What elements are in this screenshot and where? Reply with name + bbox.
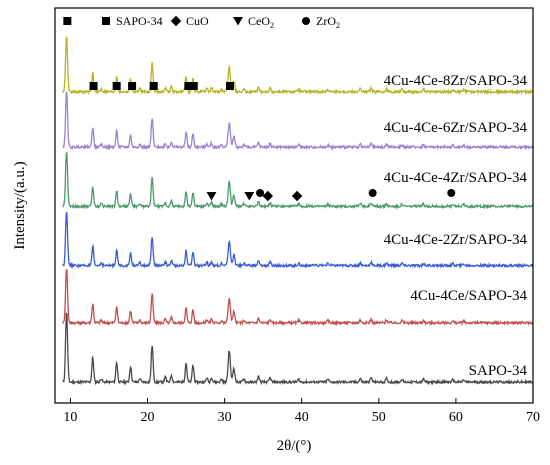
- y-axis-label: Intensity/(a.u.): [12, 161, 28, 249]
- legend-symbol-circle: [302, 17, 310, 25]
- x-tick-label: 40: [295, 410, 309, 425]
- peak-marker-square: [189, 82, 198, 90]
- x-tick-label: 30: [218, 410, 232, 425]
- series-line-4: [62, 151, 534, 210]
- peak-marker-square: [112, 82, 121, 90]
- peak-marker-square: [184, 82, 193, 90]
- peak-marker-diamond: [291, 190, 303, 202]
- legend-label: CeO2: [248, 14, 274, 30]
- legend-label: CuO: [186, 14, 209, 28]
- legend-label: ZrO2: [316, 14, 340, 30]
- series-line-3: [62, 212, 534, 269]
- x-tick-label: 60: [449, 410, 463, 425]
- x-axis-label: 2θ/(°): [277, 438, 312, 454]
- peak-marker-circle: [256, 189, 265, 197]
- series-label-3: 4Cu-4Ce-2Zr/SAPO-34: [384, 232, 528, 248]
- peak-marker-circle: [368, 189, 377, 197]
- legend-label: SAPO-34: [116, 14, 163, 28]
- peak-marker-diamond: [262, 190, 273, 202]
- series-label-4: 4Cu-4Ce-4Zr/SAPO-34: [384, 170, 528, 186]
- series-line-6: [62, 36, 534, 96]
- x-tick-label: 10: [63, 410, 77, 425]
- x-tick-label: 70: [526, 410, 540, 425]
- sapo-peak-square-marker: [63, 17, 72, 25]
- legend-symbol-triangle-down: [233, 17, 243, 26]
- legend-symbol-diamond: [170, 15, 182, 27]
- series-label-2: 4Cu-4Ce/SAPO-34: [410, 288, 527, 304]
- peak-marker-square: [226, 82, 235, 90]
- legend-symbol-square: [102, 17, 110, 25]
- series-label-5: 4Cu-4Ce-6Zr/SAPO-34: [384, 120, 528, 136]
- series-line-1: [62, 312, 534, 386]
- peak-marker-square: [128, 82, 137, 90]
- peak-marker-square: [89, 82, 98, 90]
- plot-frame: [54, 7, 534, 404]
- peak-marker-triangle-down: [244, 192, 255, 201]
- series-line-2: [62, 269, 534, 327]
- x-tick-label: 20: [141, 410, 155, 425]
- peak-marker-triangle-down: [206, 192, 217, 201]
- x-tick-label: 50: [372, 410, 386, 425]
- peak-marker-circle: [447, 189, 456, 197]
- series-label-1: SAPO-34: [469, 363, 528, 379]
- series-line-5: [62, 91, 534, 151]
- peak-marker-square: [149, 82, 158, 90]
- series-label-6: 4Cu-4Ce-8Zr/SAPO-34: [384, 73, 528, 89]
